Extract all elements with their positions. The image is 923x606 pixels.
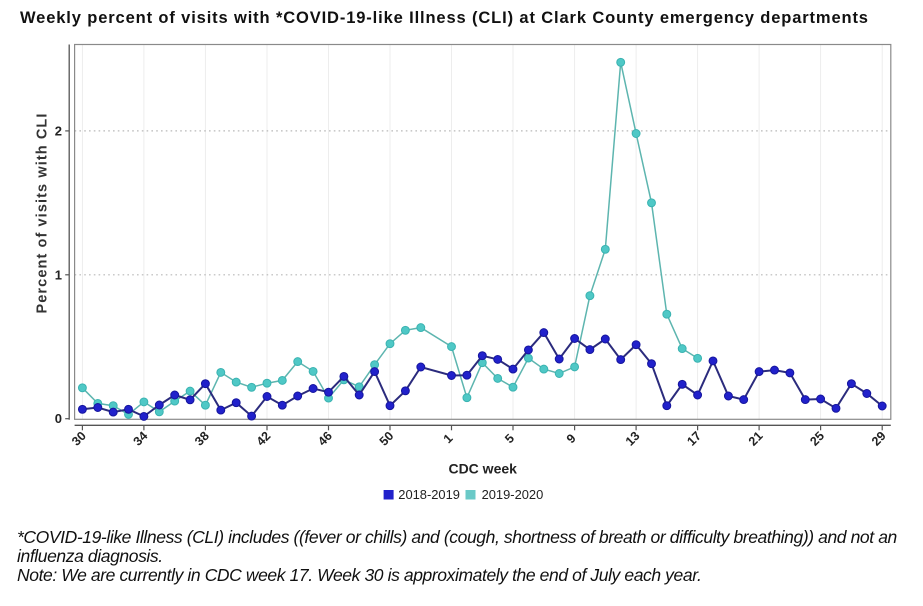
svg-text:29: 29 bbox=[869, 429, 889, 449]
svg-text:2019-2020: 2019-2020 bbox=[482, 487, 544, 502]
svg-text:Percent of visits with CLI: Percent of visits with CLI bbox=[35, 112, 51, 313]
svg-text:42: 42 bbox=[254, 429, 274, 449]
svg-text:2: 2 bbox=[55, 123, 62, 138]
svg-text:34: 34 bbox=[131, 429, 151, 449]
svg-text:1: 1 bbox=[441, 431, 456, 446]
svg-text:50: 50 bbox=[377, 429, 397, 449]
svg-text:1: 1 bbox=[55, 267, 62, 282]
svg-text:2018-2019: 2018-2019 bbox=[398, 487, 460, 502]
svg-text:13: 13 bbox=[623, 429, 643, 449]
svg-text:38: 38 bbox=[192, 429, 212, 449]
svg-text:CDC week: CDC week bbox=[448, 461, 517, 477]
svg-text:5: 5 bbox=[502, 431, 517, 446]
svg-text:46: 46 bbox=[315, 429, 335, 449]
svg-text:17: 17 bbox=[684, 429, 704, 449]
svg-text:9: 9 bbox=[564, 431, 579, 446]
svg-text:0: 0 bbox=[55, 411, 62, 426]
svg-text:21: 21 bbox=[746, 429, 766, 449]
svg-text:30: 30 bbox=[69, 429, 89, 449]
svg-text:25: 25 bbox=[807, 429, 827, 449]
